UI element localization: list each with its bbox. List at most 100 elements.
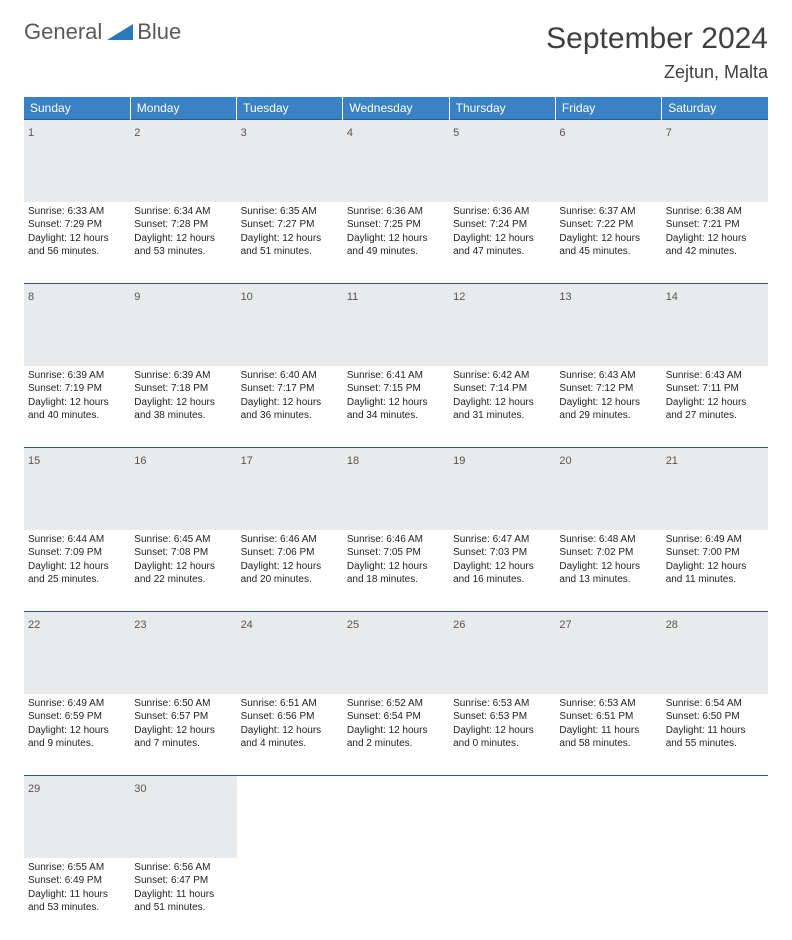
day-number-cell: 25	[343, 612, 449, 694]
day-number-cell: 5	[449, 120, 555, 202]
day-cell: Sunrise: 6:41 AMSunset: 7:15 PMDaylight:…	[343, 366, 449, 448]
day-number: 19	[453, 455, 465, 467]
weekday-header: Sunday	[24, 97, 130, 120]
day-number-cell: 19	[449, 448, 555, 530]
day-cell: Sunrise: 6:49 AMSunset: 7:00 PMDaylight:…	[662, 530, 768, 612]
day-cell: Sunrise: 6:44 AMSunset: 7:09 PMDaylight:…	[24, 530, 130, 612]
day-number: 12	[453, 291, 465, 303]
day-number: 4	[347, 127, 353, 139]
day-number-cell: 11	[343, 284, 449, 366]
day-details: Sunrise: 6:39 AMSunset: 7:18 PMDaylight:…	[134, 369, 232, 423]
day-cell: Sunrise: 6:53 AMSunset: 6:53 PMDaylight:…	[449, 694, 555, 776]
day-details: Sunrise: 6:55 AMSunset: 6:49 PMDaylight:…	[28, 861, 126, 915]
day-cell: Sunrise: 6:40 AMSunset: 7:17 PMDaylight:…	[237, 366, 343, 448]
day-details: Sunrise: 6:52 AMSunset: 6:54 PMDaylight:…	[347, 697, 445, 751]
day-details: Sunrise: 6:49 AMSunset: 7:00 PMDaylight:…	[666, 533, 764, 587]
day-number-cell: 27	[555, 612, 661, 694]
day-cell: Sunrise: 6:38 AMSunset: 7:21 PMDaylight:…	[662, 202, 768, 284]
day-number: 3	[241, 127, 247, 139]
day-number-cell: 16	[130, 448, 236, 530]
day-number-cell: 23	[130, 612, 236, 694]
day-cell: Sunrise: 6:49 AMSunset: 6:59 PMDaylight:…	[24, 694, 130, 776]
day-cell: Sunrise: 6:46 AMSunset: 7:05 PMDaylight:…	[343, 530, 449, 612]
day-number-cell: 21	[662, 448, 768, 530]
day-number: 23	[134, 619, 146, 631]
day-details: Sunrise: 6:38 AMSunset: 7:21 PMDaylight:…	[666, 205, 764, 259]
day-cell: Sunrise: 6:56 AMSunset: 6:47 PMDaylight:…	[130, 858, 236, 940]
day-number-cell	[237, 776, 343, 858]
day-number-cell: 3	[237, 120, 343, 202]
day-number-cell: 2	[130, 120, 236, 202]
day-number-cell: 8	[24, 284, 130, 366]
day-details: Sunrise: 6:43 AMSunset: 7:12 PMDaylight:…	[559, 369, 657, 423]
day-number: 21	[666, 455, 678, 467]
day-number-cell: 7	[662, 120, 768, 202]
day-cell	[237, 858, 343, 940]
day-details: Sunrise: 6:50 AMSunset: 6:57 PMDaylight:…	[134, 697, 232, 751]
day-number-cell: 14	[662, 284, 768, 366]
day-number: 25	[347, 619, 359, 631]
day-number-cell: 1	[24, 120, 130, 202]
day-number: 27	[559, 619, 571, 631]
day-number: 9	[134, 291, 140, 303]
weekday-header: Friday	[555, 97, 661, 120]
logo-text-general: General	[24, 19, 102, 44]
day-number: 16	[134, 455, 146, 467]
day-number-cell	[343, 776, 449, 858]
day-cell: Sunrise: 6:45 AMSunset: 7:08 PMDaylight:…	[130, 530, 236, 612]
day-details: Sunrise: 6:49 AMSunset: 6:59 PMDaylight:…	[28, 697, 126, 751]
day-number-cell: 26	[449, 612, 555, 694]
day-cell: Sunrise: 6:50 AMSunset: 6:57 PMDaylight:…	[130, 694, 236, 776]
calendar-table: SundayMondayTuesdayWednesdayThursdayFrid…	[24, 97, 768, 940]
day-cell: Sunrise: 6:53 AMSunset: 6:51 PMDaylight:…	[555, 694, 661, 776]
day-cell	[343, 858, 449, 940]
day-number: 13	[559, 291, 571, 303]
logo: General Blue	[24, 22, 181, 47]
day-number-cell: 9	[130, 284, 236, 366]
day-number: 7	[666, 127, 672, 139]
day-details: Sunrise: 6:53 AMSunset: 6:51 PMDaylight:…	[559, 697, 657, 751]
day-details: Sunrise: 6:43 AMSunset: 7:11 PMDaylight:…	[666, 369, 764, 423]
day-cell	[662, 858, 768, 940]
day-number-cell: 15	[24, 448, 130, 530]
weekday-header: Wednesday	[343, 97, 449, 120]
day-details: Sunrise: 6:41 AMSunset: 7:15 PMDaylight:…	[347, 369, 445, 423]
location-label: Zejtun, Malta	[546, 62, 768, 83]
day-cell	[449, 858, 555, 940]
day-number: 1	[28, 127, 34, 139]
day-number: 26	[453, 619, 465, 631]
day-number: 30	[134, 783, 146, 795]
day-details: Sunrise: 6:47 AMSunset: 7:03 PMDaylight:…	[453, 533, 551, 587]
day-number: 2	[134, 127, 140, 139]
day-cell: Sunrise: 6:52 AMSunset: 6:54 PMDaylight:…	[343, 694, 449, 776]
day-number-cell: 22	[24, 612, 130, 694]
day-number-cell: 4	[343, 120, 449, 202]
day-number: 22	[28, 619, 40, 631]
day-details: Sunrise: 6:42 AMSunset: 7:14 PMDaylight:…	[453, 369, 551, 423]
weekday-header: Tuesday	[237, 97, 343, 120]
day-number: 20	[559, 455, 571, 467]
weekday-header: Saturday	[662, 97, 768, 120]
day-number-cell	[449, 776, 555, 858]
weekday-header: Monday	[130, 97, 236, 120]
day-number: 29	[28, 783, 40, 795]
day-details: Sunrise: 6:34 AMSunset: 7:28 PMDaylight:…	[134, 205, 232, 259]
day-number-cell: 12	[449, 284, 555, 366]
day-number: 5	[453, 127, 459, 139]
day-number: 24	[241, 619, 253, 631]
day-number-cell: 17	[237, 448, 343, 530]
day-details: Sunrise: 6:39 AMSunset: 7:19 PMDaylight:…	[28, 369, 126, 423]
day-details: Sunrise: 6:40 AMSunset: 7:17 PMDaylight:…	[241, 369, 339, 423]
day-cell: Sunrise: 6:37 AMSunset: 7:22 PMDaylight:…	[555, 202, 661, 284]
day-cell: Sunrise: 6:43 AMSunset: 7:12 PMDaylight:…	[555, 366, 661, 448]
day-number-cell: 6	[555, 120, 661, 202]
day-number-cell: 28	[662, 612, 768, 694]
day-cell: Sunrise: 6:54 AMSunset: 6:50 PMDaylight:…	[662, 694, 768, 776]
day-cell: Sunrise: 6:47 AMSunset: 7:03 PMDaylight:…	[449, 530, 555, 612]
day-details: Sunrise: 6:53 AMSunset: 6:53 PMDaylight:…	[453, 697, 551, 751]
day-cell	[555, 858, 661, 940]
day-number: 15	[28, 455, 40, 467]
page-title: September 2024	[546, 22, 768, 56]
day-details: Sunrise: 6:36 AMSunset: 7:25 PMDaylight:…	[347, 205, 445, 259]
day-cell: Sunrise: 6:36 AMSunset: 7:25 PMDaylight:…	[343, 202, 449, 284]
